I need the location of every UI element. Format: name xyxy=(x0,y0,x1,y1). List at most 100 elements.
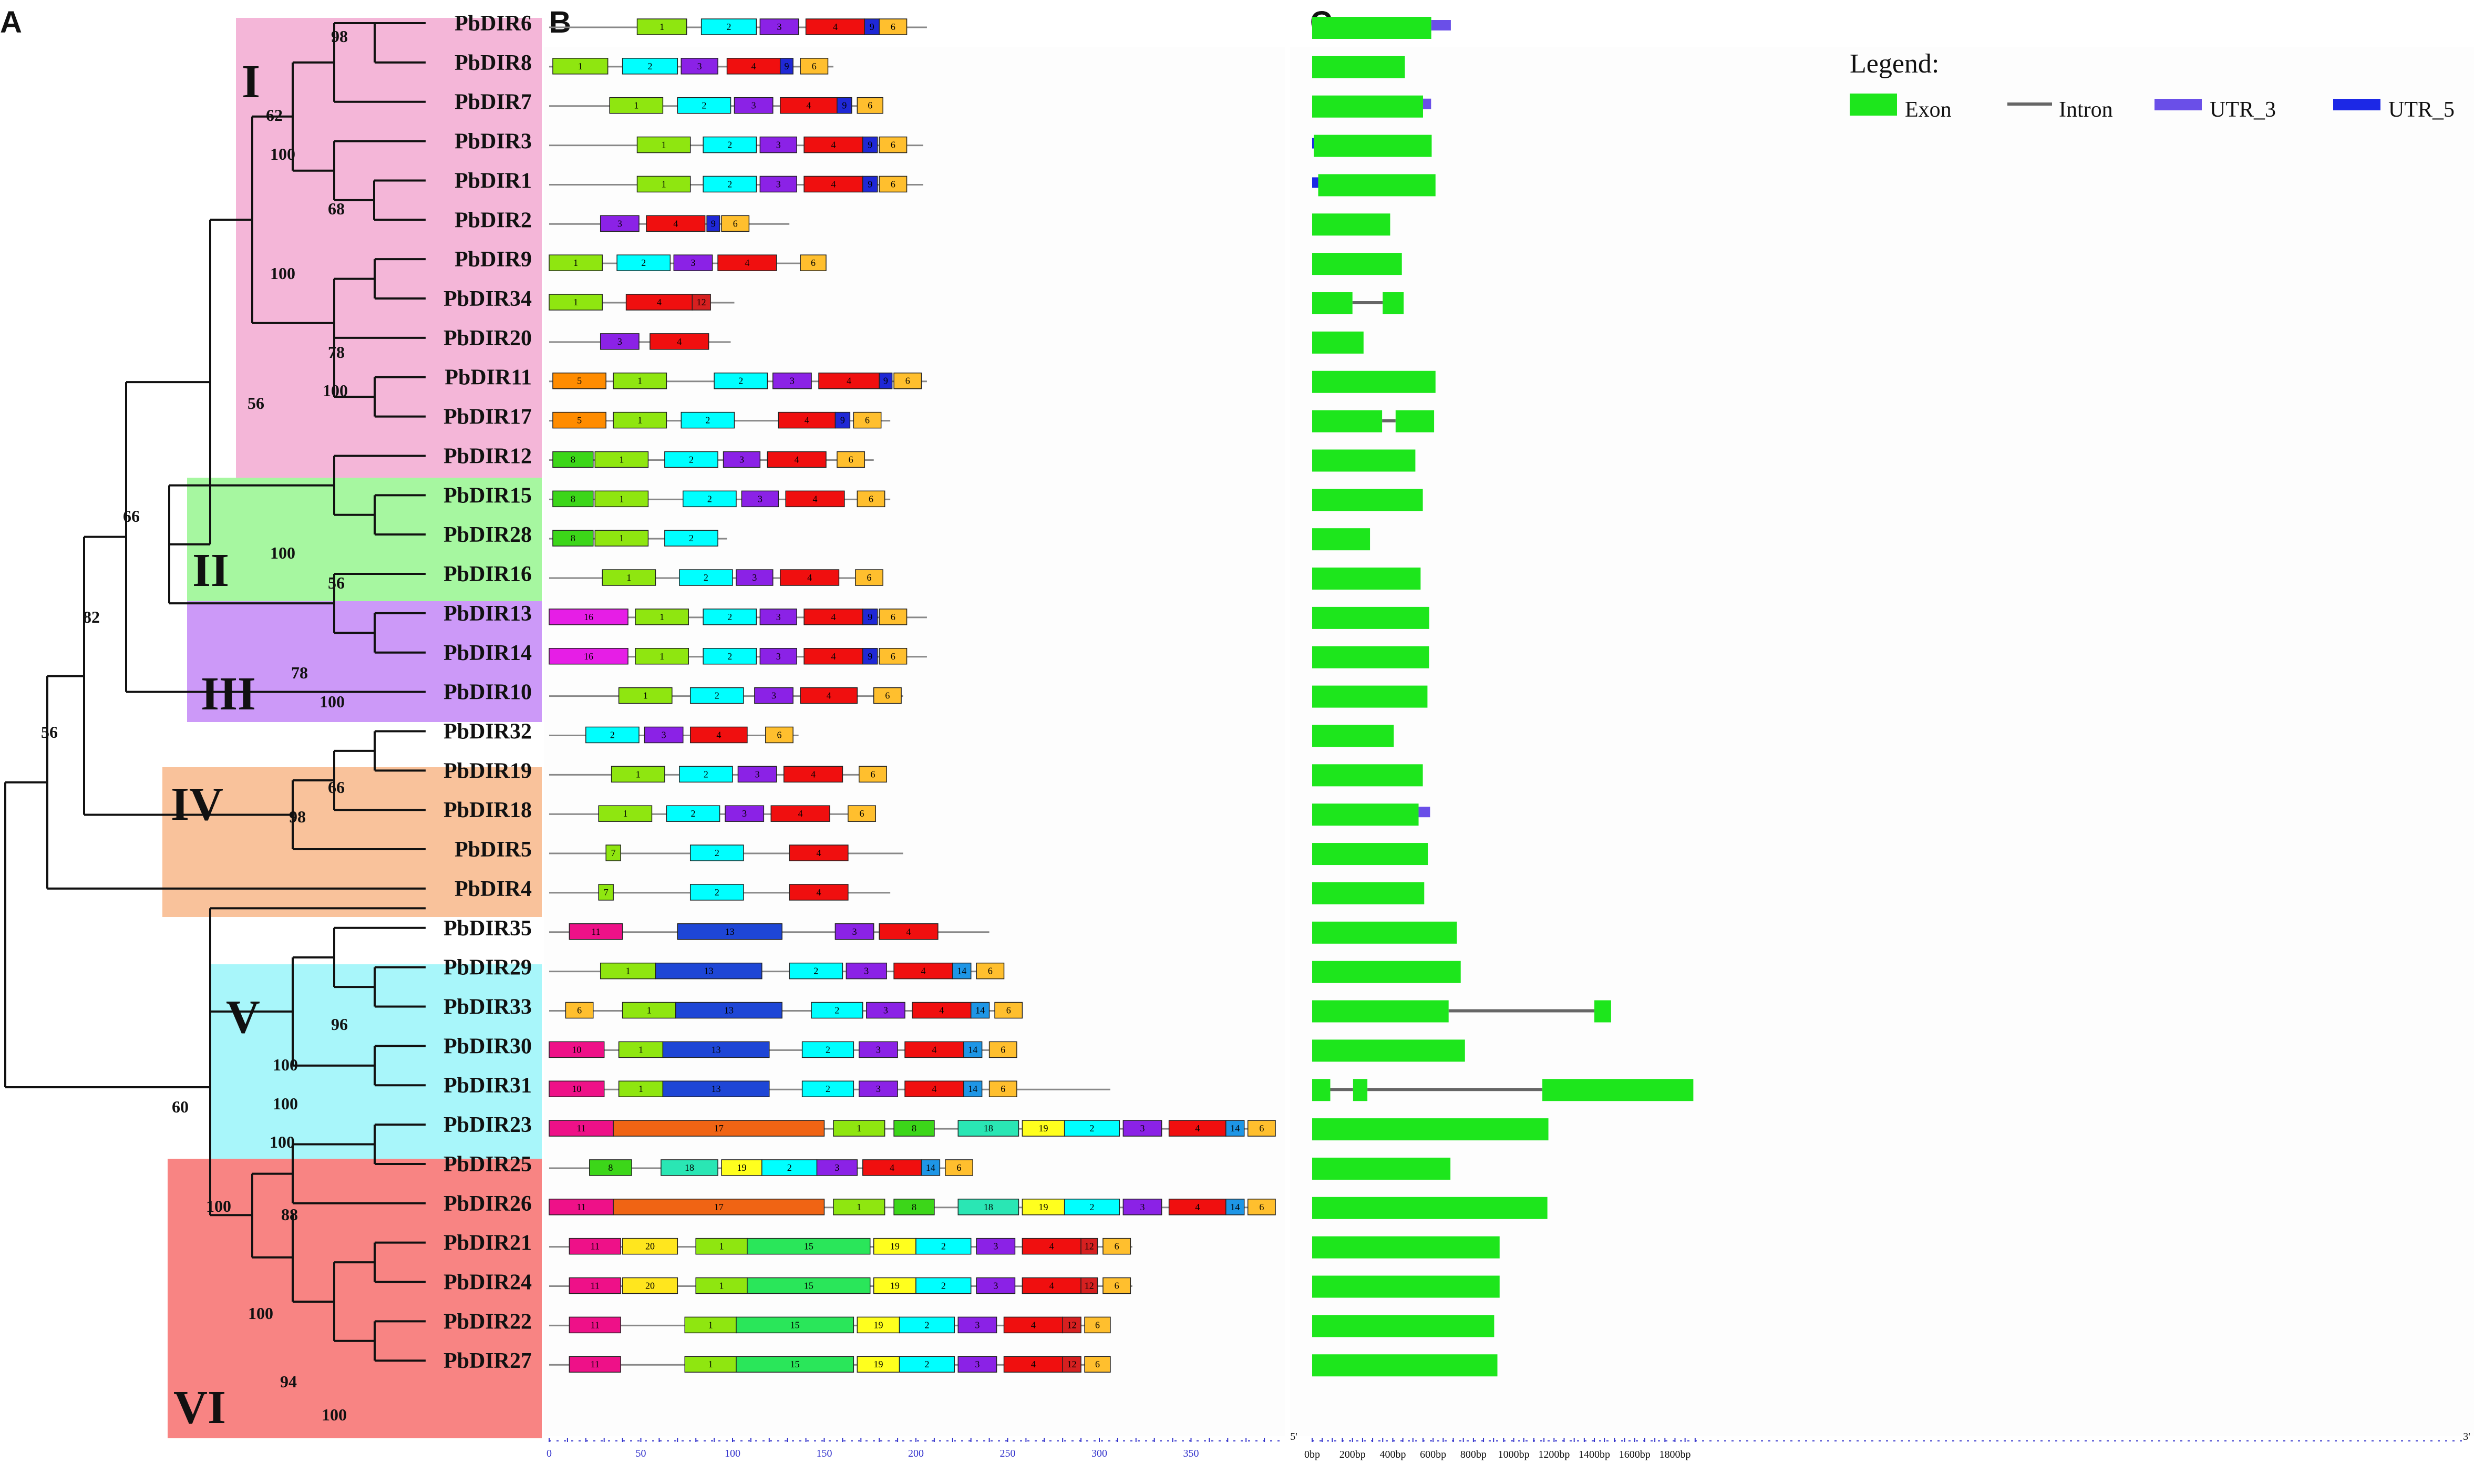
motif-2 xyxy=(811,1002,863,1019)
panel-c-background xyxy=(1290,47,2474,1436)
taxon-label: PbDIR33 xyxy=(444,995,532,1019)
taxon-label: PbDIR2 xyxy=(455,208,532,232)
motif-1 xyxy=(598,805,653,822)
motif-number: 1 xyxy=(578,61,583,71)
exon xyxy=(1383,292,1404,315)
axis-end-label: 3' xyxy=(2463,1431,2470,1442)
exon xyxy=(1312,95,1423,118)
motif-8 xyxy=(893,1199,935,1215)
exon xyxy=(1312,1079,1331,1101)
bootstrap-value: 100 xyxy=(270,1132,295,1151)
exon xyxy=(1312,253,1402,275)
motif-6 xyxy=(879,648,908,665)
motif-6 xyxy=(765,726,793,744)
motif-number: 6 xyxy=(1006,1005,1011,1016)
motif-number: 6 xyxy=(733,218,738,229)
motif-number: 8 xyxy=(912,1123,916,1133)
motif-1 xyxy=(636,176,691,193)
bootstrap-value: 100 xyxy=(270,543,295,562)
motif-2 xyxy=(915,1238,972,1255)
motif-number: 19 xyxy=(873,1320,883,1330)
motif-number: 18 xyxy=(984,1123,993,1133)
motif-number: 4 xyxy=(817,887,821,898)
utr5 xyxy=(1312,138,1314,149)
bootstrap-value: 66 xyxy=(328,778,345,797)
motif-number: 2 xyxy=(715,691,719,701)
motif-1 xyxy=(611,766,665,783)
motif-number: 17 xyxy=(714,1123,724,1133)
motif-12 xyxy=(1080,1277,1098,1294)
axis-tick-label: 1400bp xyxy=(1579,1449,1610,1460)
legend-utr3-swatch xyxy=(2155,99,2202,110)
motif-number: 4 xyxy=(1049,1281,1054,1291)
exon xyxy=(1594,1000,1611,1023)
motif-number: 16 xyxy=(584,612,593,622)
group-box-iv xyxy=(162,767,542,917)
motif-2 xyxy=(689,844,744,861)
motif-number: 14 xyxy=(926,1162,935,1173)
motif-number: 1 xyxy=(573,257,578,268)
exon xyxy=(1312,1118,1549,1141)
motif-1 xyxy=(635,648,689,665)
gene-structure-legend: Legend: Exon Intron UTR_3 UTR_5 xyxy=(1850,49,2455,122)
motif-2 xyxy=(1064,1199,1120,1215)
motif-6 xyxy=(848,805,876,822)
motif-number: 2 xyxy=(715,887,719,898)
bootstrap-value: 94 xyxy=(280,1372,297,1391)
bootstrap-value: 56 xyxy=(328,573,345,592)
motif-number: 3 xyxy=(771,691,776,701)
motif-9 xyxy=(864,18,880,35)
motif-3 xyxy=(759,648,797,665)
motif-17 xyxy=(613,1199,825,1215)
motif-3 xyxy=(957,1316,997,1334)
motif-1 xyxy=(618,1041,664,1058)
motif-number: 2 xyxy=(924,1320,929,1330)
taxon-label: PbDIR16 xyxy=(444,562,532,586)
motif-number: 4 xyxy=(795,454,799,465)
motif-number: 1 xyxy=(719,1241,724,1252)
motif-number: 2 xyxy=(727,651,732,662)
motif-number: 3 xyxy=(739,454,744,465)
motif-3 xyxy=(725,805,765,822)
motif-number: 4 xyxy=(921,966,925,976)
motif-number: 4 xyxy=(827,691,831,701)
motif-number: 4 xyxy=(1195,1202,1200,1212)
utr3 xyxy=(1418,807,1430,818)
motif-9 xyxy=(879,372,893,389)
motif-number: 6 xyxy=(1095,1320,1100,1330)
motif-8 xyxy=(552,451,594,468)
motif-4 xyxy=(803,136,863,153)
motif-1 xyxy=(552,58,609,75)
motif-6 xyxy=(855,569,883,586)
motif-6 xyxy=(994,1002,1023,1019)
group-box-v xyxy=(211,964,542,1159)
motif-1 xyxy=(594,530,649,547)
motif-3 xyxy=(859,1041,898,1058)
motif-number: 6 xyxy=(1259,1123,1264,1133)
taxon-label: PbDIR29 xyxy=(444,956,532,980)
exon xyxy=(1312,1315,1494,1337)
motif-number: 4 xyxy=(813,493,818,504)
motif-2 xyxy=(622,58,678,75)
exon xyxy=(1312,1354,1498,1377)
motif-13 xyxy=(677,923,782,940)
motif-number: 6 xyxy=(891,22,895,32)
motif-12 xyxy=(1062,1316,1081,1334)
bootstrap-value: 100 xyxy=(206,1197,231,1215)
motif-6 xyxy=(873,687,902,704)
motif-12 xyxy=(1062,1356,1081,1373)
taxon-label: PbDIR3 xyxy=(455,130,532,154)
motif-number: 2 xyxy=(738,376,743,386)
motif-2 xyxy=(683,490,737,508)
motif-12 xyxy=(1080,1238,1098,1255)
motif-4 xyxy=(1022,1238,1081,1255)
motif-3 xyxy=(759,609,797,625)
motif-6 xyxy=(879,609,908,625)
motif-1 xyxy=(635,609,689,625)
motif-3 xyxy=(759,136,797,153)
motif-6 xyxy=(859,766,887,783)
motif-number: 4 xyxy=(932,1084,936,1094)
motif-number: 7 xyxy=(611,848,616,858)
motif-number: 1 xyxy=(719,1281,724,1291)
